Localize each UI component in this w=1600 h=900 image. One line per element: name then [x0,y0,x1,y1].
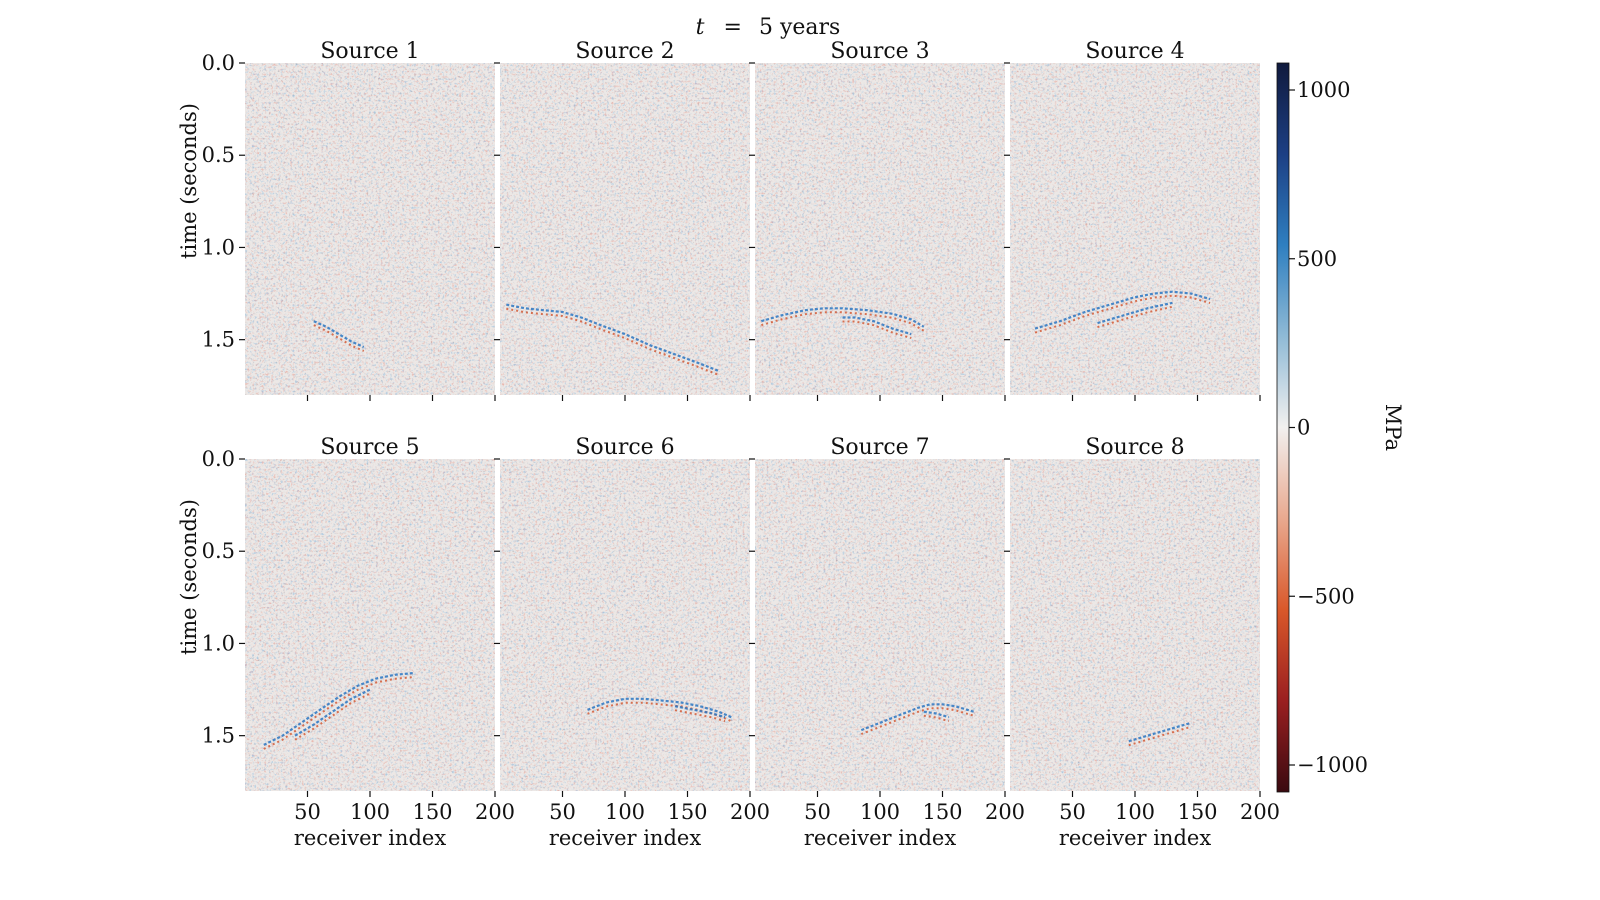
y-tick-label: 0.0 [202,51,235,75]
x-axis-label: receiver index [1059,826,1211,850]
y-tick-label: 0.5 [202,143,235,167]
x-axis-label: receiver index [804,826,956,850]
panel-source-7: Source 7 50 100 150 200 [749,435,1025,824]
panel-noise-texture [500,459,750,791]
panel-title: Source 8 [1085,435,1184,460]
colorbar-tick-label: 500 [1297,247,1337,271]
title-variable: t [696,15,705,40]
x-axis-label: receiver index [549,826,701,850]
title-equals: = [724,15,742,40]
panel-noise-texture [1010,63,1260,395]
figure-title: t = 5 years [696,15,841,40]
y-tick-label: 0.0 [202,447,235,471]
x-tick-label: 200 [985,800,1025,824]
x-tick-label: 100 [605,800,645,824]
y-tick-label: 1.0 [202,235,235,259]
x-tick-label: 200 [475,800,515,824]
y-tick-label: 1.0 [202,631,235,655]
panel-title: Source 6 [575,435,674,460]
x-tick-label: 100 [1115,800,1155,824]
y-axis-label: time (seconds) [177,499,201,655]
y-tick-label: 1.5 [202,328,235,352]
y-tick-label: 1.5 [202,724,235,748]
panel-noise-texture [755,459,1005,791]
y-axis-labels: time (seconds) time (seconds) [177,103,201,655]
panel-noise-texture [1010,459,1260,791]
panel-title: Source 2 [575,39,674,64]
colorbar-gradient [1277,63,1289,792]
colorbar-tick-label: 1000 [1297,78,1350,102]
panel-source-8: Source 8 50 100 150 200 [1004,435,1280,824]
panel-grid: Source 1 0.0 0.5 1.0 1.5 Source 2 Source 3 Sour… [202,39,1280,824]
panel-source-1: Source 1 0.0 0.5 1.0 1.5 [202,39,495,401]
colorbar-tick-label: −1000 [1297,753,1368,777]
panel-title: Source 1 [320,39,419,64]
panel-source-4: Source 4 [1004,39,1260,401]
panel-source-3: Source 3 [749,39,1005,401]
x-tick-label: 150 [412,800,452,824]
x-tick-label: 50 [549,800,576,824]
colorbar: 1000 500 0 −500 −1000 MPa [1277,63,1405,792]
x-tick-label: 200 [1240,800,1280,824]
x-tick-label: 50 [1059,800,1086,824]
colorbar-tick-label: −500 [1297,584,1355,608]
panel-title: Source 5 [320,435,419,460]
colorbar-label: MPa [1381,404,1405,451]
colorbar-tick-label: 0 [1297,416,1310,440]
x-tick-label: 100 [350,800,390,824]
panel-noise-texture [500,63,750,395]
panel-title: Source 4 [1085,39,1184,64]
x-tick-label: 150 [1177,800,1217,824]
x-tick-label: 50 [294,800,321,824]
x-tick-label: 200 [730,800,770,824]
x-tick-label: 150 [922,800,962,824]
x-axis-labels: receiver index receiver index receiver ind… [294,826,1211,850]
panel-source-5: Source 5 0.0 0.5 1.0 1.5 50 100 150 200 [202,435,515,824]
x-axis-label: receiver index [294,826,446,850]
title-value: 5 years [759,15,840,40]
y-tick-label: 0.5 [202,539,235,563]
panel-noise-texture [755,63,1005,395]
panel-noise-texture [245,459,495,791]
panel-title: Source 3 [830,39,929,64]
x-tick-label: 50 [804,800,831,824]
svg-text:t = 5 years: t = 5 years [696,15,841,40]
y-axis-label: time (seconds) [177,103,201,259]
panel-title: Source 7 [830,435,929,460]
panel-source-2: Source 2 [494,39,750,401]
panel-source-6: Source 6 50 100 150 200 [494,435,770,824]
x-tick-label: 150 [667,800,707,824]
x-tick-label: 100 [860,800,900,824]
panel-noise-texture [245,63,495,395]
